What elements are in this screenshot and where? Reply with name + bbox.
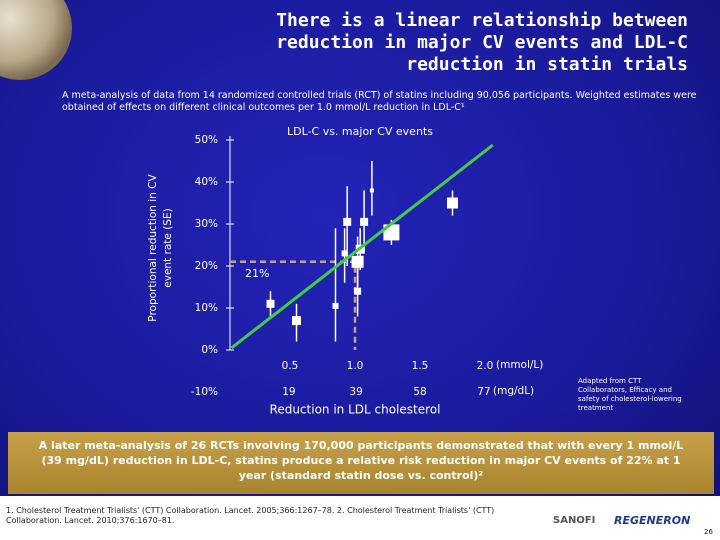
y-tick-label: -10% xyxy=(191,386,218,398)
x-tick-label: 2.0 xyxy=(477,360,494,372)
y-axis-label: event rate (SE) xyxy=(162,208,174,287)
logo-sanofi: SANOFI xyxy=(553,515,596,526)
globe-decoration xyxy=(0,0,72,80)
y-tick-label: 40% xyxy=(195,176,218,188)
x-axis-label: Reduction in LDL cholesterol xyxy=(270,403,441,417)
slide-title: There is a linear relationship between r… xyxy=(276,10,688,76)
x2-tick-label: 39 xyxy=(349,386,362,398)
point xyxy=(292,316,301,326)
x2-tick-label: 77 xyxy=(477,386,490,398)
source-note: Adapted from CTT Collaborators, Efficacy… xyxy=(578,377,682,412)
subtitle: A meta-analysis of data from 14 randomiz… xyxy=(62,90,697,113)
fit-line xyxy=(230,143,494,350)
x-tick-label: 1.0 xyxy=(347,360,364,372)
title-line: There is a linear relationship between xyxy=(276,10,688,31)
x2-tick-label: 58 xyxy=(413,386,426,398)
references: 1. Cholesterol Treatment Trialists' (CTT… xyxy=(6,506,495,525)
logo-regeneron: REGENERON xyxy=(614,514,691,527)
x-tick-label: 1.5 xyxy=(412,360,429,372)
x-unit: (mmol/L) xyxy=(496,359,543,371)
reference-label: 21% xyxy=(245,267,269,280)
title-line: reduction in statin trials xyxy=(406,54,688,75)
point xyxy=(447,197,458,209)
y-tick-label: 20% xyxy=(195,260,218,272)
y-axis-label: Proportional reduction in CV xyxy=(147,173,159,321)
y-tick-label: 10% xyxy=(195,302,218,314)
point xyxy=(343,217,352,226)
highlight-box: A later meta-analysis of 26 RCTs involvi… xyxy=(8,432,714,494)
x2-unit: (mg/dL) xyxy=(493,385,534,397)
footer xyxy=(0,496,720,540)
y-tick-label: 30% xyxy=(195,218,218,230)
point xyxy=(351,255,364,268)
x-tick-label: 0.5 xyxy=(282,360,299,372)
point xyxy=(266,299,275,308)
point xyxy=(354,287,362,295)
y-tick-label: 50% xyxy=(195,134,218,146)
x2-tick-label: 19 xyxy=(282,386,295,398)
chart-title: LDL-C vs. major CV events xyxy=(287,125,433,138)
title-line: reduction in major CV events and LDL-C xyxy=(276,32,688,53)
y-tick-label: 0% xyxy=(201,344,218,356)
page-number: 26 xyxy=(704,528,713,536)
point xyxy=(369,188,374,193)
point xyxy=(332,302,339,309)
point xyxy=(360,217,369,226)
point xyxy=(341,250,348,257)
